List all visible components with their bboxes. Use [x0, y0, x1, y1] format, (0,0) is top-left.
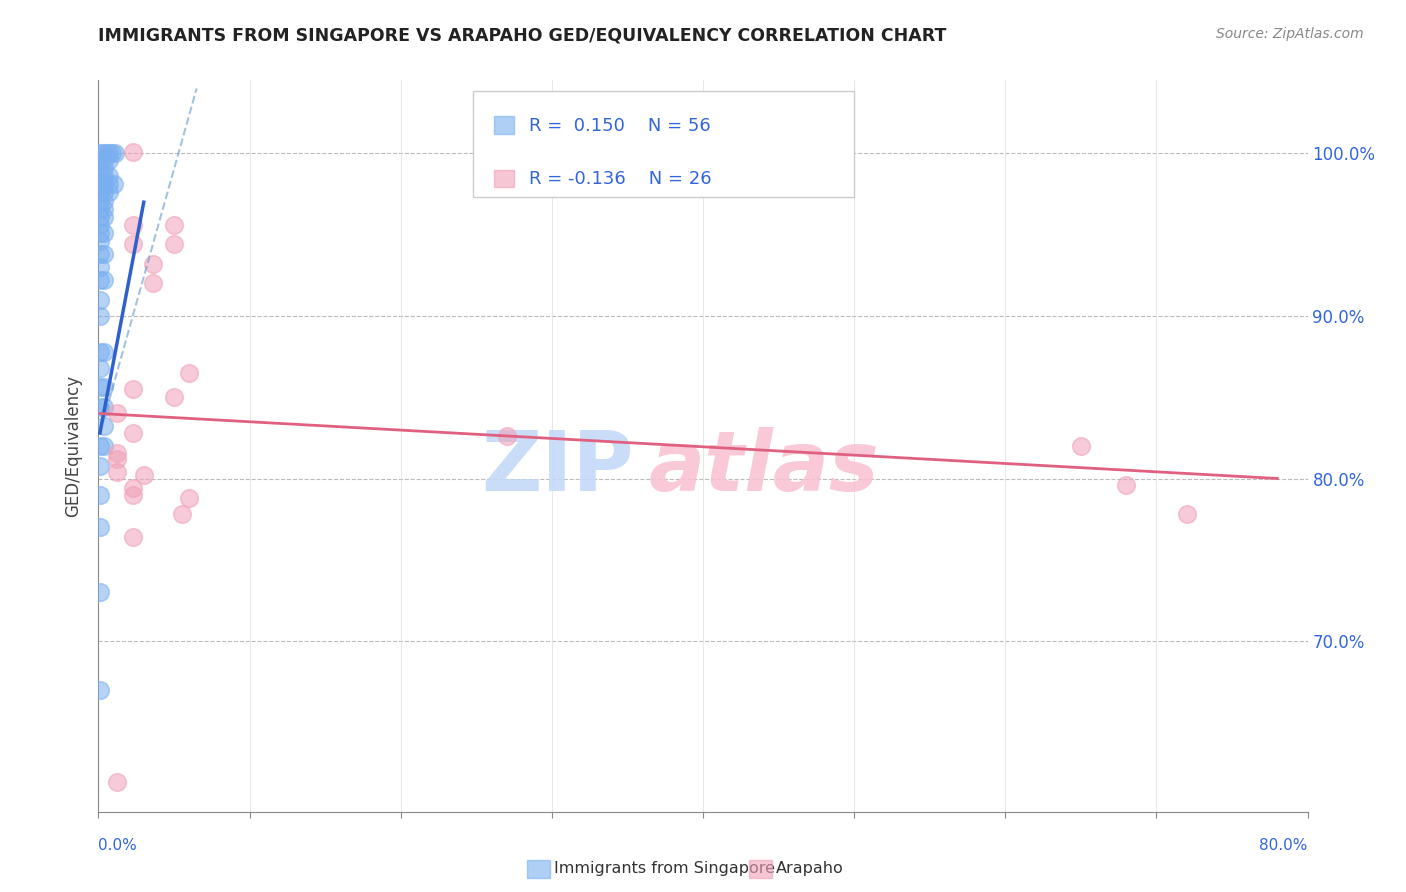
Text: 80.0%: 80.0%: [1260, 838, 1308, 853]
Point: [89, 226, 111, 240]
Point: [104, 146, 127, 161]
Point: [89, 458, 111, 473]
Point: [142, 277, 165, 291]
Point: [89, 380, 111, 394]
Text: IMMIGRANTS FROM SINGAPORE VS ARAPAHO GED/EQUIVALENCY CORRELATION CHART: IMMIGRANTS FROM SINGAPORE VS ARAPAHO GED…: [98, 27, 946, 45]
Point: [1175, 508, 1198, 522]
Text: atlas: atlas: [648, 427, 879, 508]
Point: [89, 194, 111, 208]
Point: [495, 429, 517, 443]
Point: [122, 425, 145, 440]
Point: [89, 178, 111, 192]
Point: [89, 400, 111, 414]
Point: [89, 161, 111, 175]
Point: [89, 439, 111, 453]
Point: [89, 146, 111, 161]
Point: [89, 247, 111, 261]
Point: [89, 293, 111, 307]
Text: R = -0.136    N = 26: R = -0.136 N = 26: [529, 170, 711, 188]
Point: [94, 146, 117, 161]
Point: [93, 202, 115, 216]
Point: [163, 390, 186, 404]
Point: [93, 344, 115, 359]
Point: [132, 468, 155, 483]
Point: [163, 237, 186, 252]
FancyBboxPatch shape: [494, 117, 515, 134]
Point: [105, 465, 128, 479]
Point: [93, 178, 115, 192]
Point: [89, 153, 111, 167]
Point: [98, 178, 121, 192]
Point: [1115, 478, 1137, 492]
Point: [122, 481, 145, 495]
Point: [89, 309, 111, 323]
Point: [89, 273, 111, 287]
Point: [142, 257, 165, 271]
Point: [122, 488, 145, 502]
Point: [122, 530, 145, 544]
Point: [163, 218, 186, 232]
Point: [89, 361, 111, 376]
Point: [179, 491, 201, 505]
Point: [89, 202, 111, 216]
Text: 0.0%: 0.0%: [98, 838, 138, 853]
Point: [89, 585, 111, 599]
Point: [105, 452, 128, 467]
Point: [93, 247, 115, 261]
Point: [101, 146, 124, 161]
Point: [93, 439, 115, 453]
Point: [93, 153, 115, 167]
Point: [98, 186, 121, 200]
Point: [93, 186, 115, 200]
Point: [89, 169, 111, 184]
Point: [122, 145, 145, 159]
Text: Immigrants from Singapore: Immigrants from Singapore: [554, 862, 775, 876]
Point: [122, 237, 145, 252]
Point: [91, 146, 114, 161]
Point: [93, 273, 115, 287]
Point: [93, 161, 115, 175]
Point: [93, 380, 115, 394]
Point: [105, 407, 128, 421]
Point: [170, 508, 193, 522]
Point: [105, 775, 128, 789]
Point: [93, 169, 115, 184]
Point: [93, 194, 115, 208]
Point: [93, 400, 115, 414]
Point: [89, 682, 111, 697]
FancyBboxPatch shape: [494, 169, 515, 187]
Point: [105, 445, 128, 459]
Point: [89, 520, 111, 534]
Point: [89, 344, 111, 359]
Point: [98, 169, 121, 184]
Point: [93, 419, 115, 434]
Point: [89, 488, 111, 502]
Point: [89, 218, 111, 232]
Point: [103, 178, 125, 192]
Text: ZIP: ZIP: [482, 427, 634, 508]
Point: [89, 210, 111, 224]
Point: [98, 153, 121, 167]
Y-axis label: GED/Equivalency: GED/Equivalency: [65, 375, 83, 517]
Text: Arapaho: Arapaho: [776, 862, 844, 876]
Point: [93, 210, 115, 224]
Point: [98, 146, 121, 161]
Point: [122, 218, 145, 232]
Point: [89, 186, 111, 200]
Point: [93, 226, 115, 240]
Point: [122, 382, 145, 396]
Text: Source: ZipAtlas.com: Source: ZipAtlas.com: [1216, 27, 1364, 41]
Point: [1070, 439, 1092, 453]
FancyBboxPatch shape: [474, 91, 855, 197]
Point: [89, 260, 111, 275]
Point: [89, 234, 111, 248]
Text: R =  0.150    N = 56: R = 0.150 N = 56: [529, 117, 710, 135]
Point: [179, 366, 201, 380]
